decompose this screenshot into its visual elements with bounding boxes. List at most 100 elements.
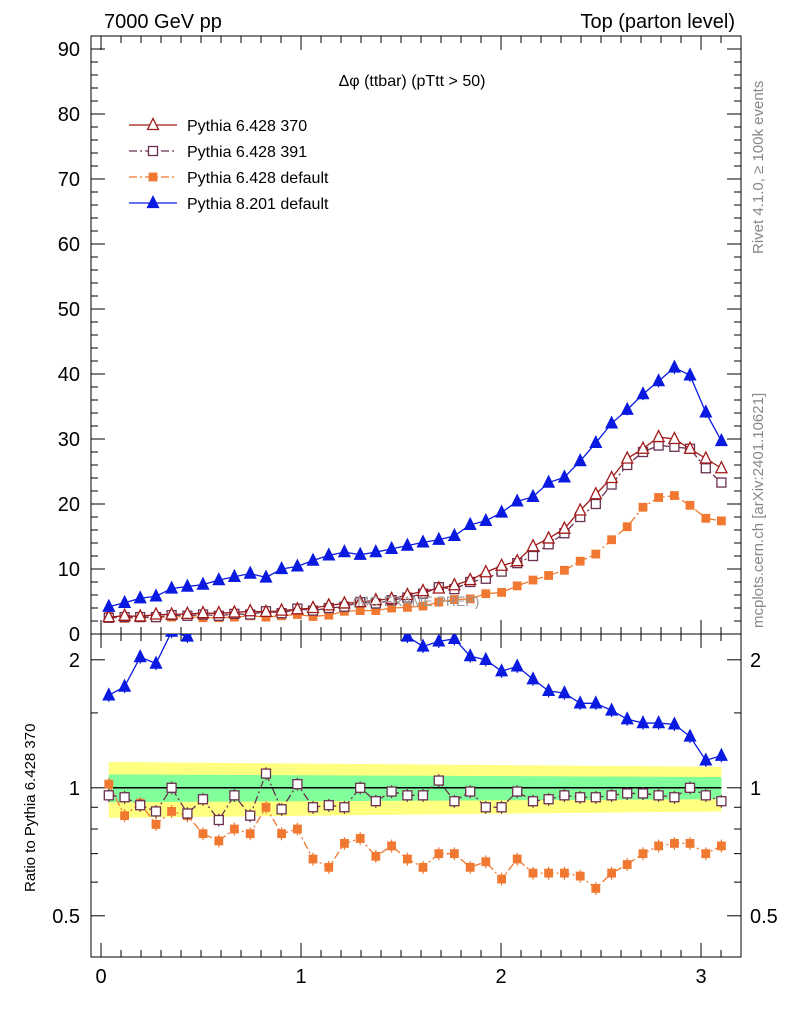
data-point [355,782,366,793]
data-point [198,829,208,839]
data-point [591,883,601,893]
data-point [306,600,320,614]
data-point [167,807,177,816]
data-point [512,581,522,591]
data-point [590,792,601,803]
ratio-y-tick-label-right: 1 [750,778,761,800]
side-label-rivet: Rivet 4.1.0, ≥ 100k events [750,81,767,254]
data-point [654,841,663,851]
data-point [308,854,318,864]
data-point [512,854,522,864]
data-point [292,778,303,790]
data-point [573,695,587,709]
data-point [528,868,538,878]
data-point [196,605,210,619]
y-tick-label: 90 [58,39,80,61]
ratio-y-tick-label: 0.5 [52,906,80,928]
data-point [559,790,570,801]
data-point [212,605,226,619]
data-point [575,556,585,566]
data-point [717,516,726,526]
data-point [683,440,697,454]
data-point [324,862,334,872]
data-point [495,557,509,571]
data-point [102,598,116,612]
data-point [290,601,304,615]
data-point [227,604,241,618]
data-point [495,663,509,677]
data-point [417,790,429,801]
data-point [150,806,162,817]
y-tick-label: 30 [58,429,80,451]
data-point [526,671,540,685]
data-point [607,868,616,878]
data-point [447,634,461,645]
data-point [667,431,681,445]
data-point [622,788,633,799]
data-point [620,711,634,725]
data-point [385,590,399,605]
data-point [353,594,367,608]
ratio-y-tick-label: 2 [69,650,80,672]
data-point [700,790,711,801]
data-point [387,841,397,851]
data-point [667,716,681,730]
data-point [212,572,226,586]
data-point [118,594,132,608]
watermark: (MC-FRAME PREP) [353,593,480,609]
data-point [560,565,569,575]
legend-label: Pythia 6.428 391 [187,144,307,161]
series-line-1 [108,444,722,619]
data-point [667,359,681,373]
series-line-2 [108,783,722,890]
data-point [557,469,571,483]
data-point [307,802,319,813]
data-point [542,530,556,544]
data-point [214,836,224,846]
y-tick-label: 10 [58,559,80,581]
data-point [714,747,728,761]
data-point [261,802,271,812]
data-point [465,594,475,604]
data-point [276,804,287,815]
data-point [402,602,412,612]
data-point [701,513,711,523]
data-point [560,868,569,878]
data-point [353,546,367,560]
series-line-3 [108,366,722,608]
data-point [180,605,194,619]
data-point [636,440,650,454]
data-point [337,544,351,558]
data-point [180,578,194,592]
data-point [119,792,130,803]
data-point [449,849,459,859]
data-point [497,874,507,884]
data-point [245,810,256,821]
series-0 [102,429,728,623]
data-point [542,474,556,488]
data-point [557,685,571,699]
data-point [653,440,664,451]
ratio-y-tick-label-right: 0.5 [750,906,778,928]
data-point [275,602,289,616]
data-point [133,590,147,604]
data-point [149,655,163,669]
legend-entry-0: Pythia 6.428 370 [129,117,307,135]
data-point [339,839,349,848]
data-point [400,634,414,642]
legend-entry-1: Pythia 6.428 391 [129,144,307,161]
data-point [717,841,726,851]
data-point [180,634,194,642]
data-point [259,603,273,618]
data-point [229,790,240,801]
data-point [292,824,302,834]
data-point [605,470,619,484]
data-point [605,702,619,716]
data-point [227,568,241,582]
data-point [684,782,696,793]
legend-label: Pythia 6.428 370 [187,118,307,135]
ratio-panel: 0.5 0.5 1 1 2 2 0 1 2 3 [52,633,778,988]
data-point [590,498,601,510]
legend-marker [146,195,160,209]
